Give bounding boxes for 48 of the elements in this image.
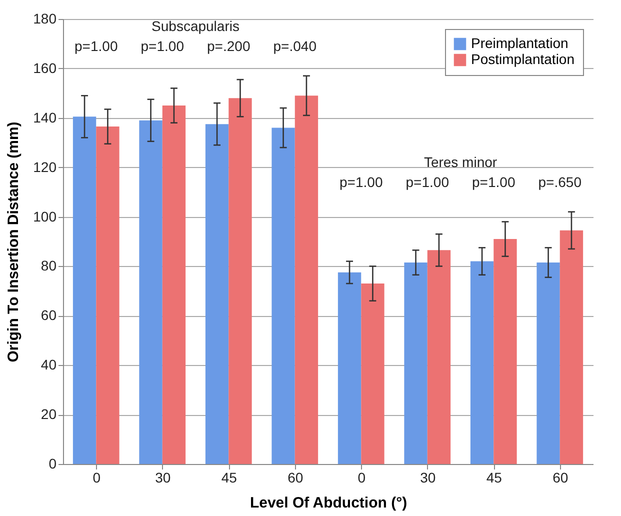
annotation: Teres minor	[424, 154, 498, 170]
x-tick-label: 30	[155, 470, 171, 486]
annotation: p=1.00	[340, 174, 383, 190]
annotation: p=1.00	[74, 38, 118, 54]
x-tick-label: 60	[552, 470, 568, 486]
bar	[338, 272, 362, 464]
bar	[470, 261, 494, 464]
bar	[272, 128, 295, 464]
x-tick-label: 0	[358, 470, 366, 486]
y-tick-label: 160	[33, 60, 57, 76]
annotation: p=.040	[273, 38, 317, 54]
x-tick-label: 30	[420, 470, 436, 486]
bar	[205, 124, 229, 464]
y-tick-label: 120	[33, 158, 57, 175]
y-tick-label: 100	[33, 208, 57, 224]
bar	[536, 262, 560, 464]
y-tick-label: 40	[40, 356, 57, 373]
y-tick-label: 60	[40, 307, 57, 324]
bar	[294, 96, 318, 464]
bar	[404, 262, 428, 464]
annotation: p=1.00	[140, 38, 184, 54]
y-tick-label: 80	[40, 258, 57, 274]
legend-label: Postimplantation	[471, 51, 575, 67]
bar	[139, 120, 162, 464]
annotation: p=.650	[538, 174, 582, 190]
legend-label: Preimplantation	[471, 35, 568, 51]
y-tick-label: 140	[33, 109, 57, 126]
bar	[96, 126, 120, 464]
annotation: p=.200	[207, 38, 250, 54]
y-tick-label: 180	[33, 10, 57, 26]
y-tick-label: 0	[48, 456, 57, 472]
bar	[162, 106, 186, 464]
annotation: p=1.00	[406, 174, 450, 190]
bar	[494, 239, 517, 464]
x-tick-label: 60	[288, 470, 304, 486]
annotation: Subscapularis	[152, 18, 240, 34]
bar	[228, 98, 252, 464]
annotation: p=1.00	[472, 174, 516, 190]
x-axis-title: Level Of Abduction (°)	[250, 494, 408, 512]
bar	[427, 250, 451, 464]
bar	[361, 284, 384, 464]
x-tick-label: 45	[486, 470, 502, 486]
bar	[72, 116, 96, 464]
y-axis-title: Origin To Insertion Distance (mm)	[5, 122, 22, 362]
bar	[560, 230, 584, 464]
x-tick-label: 45	[221, 470, 238, 486]
y-tick-label: 20	[40, 406, 57, 422]
x-tick-label: 0	[92, 470, 101, 486]
